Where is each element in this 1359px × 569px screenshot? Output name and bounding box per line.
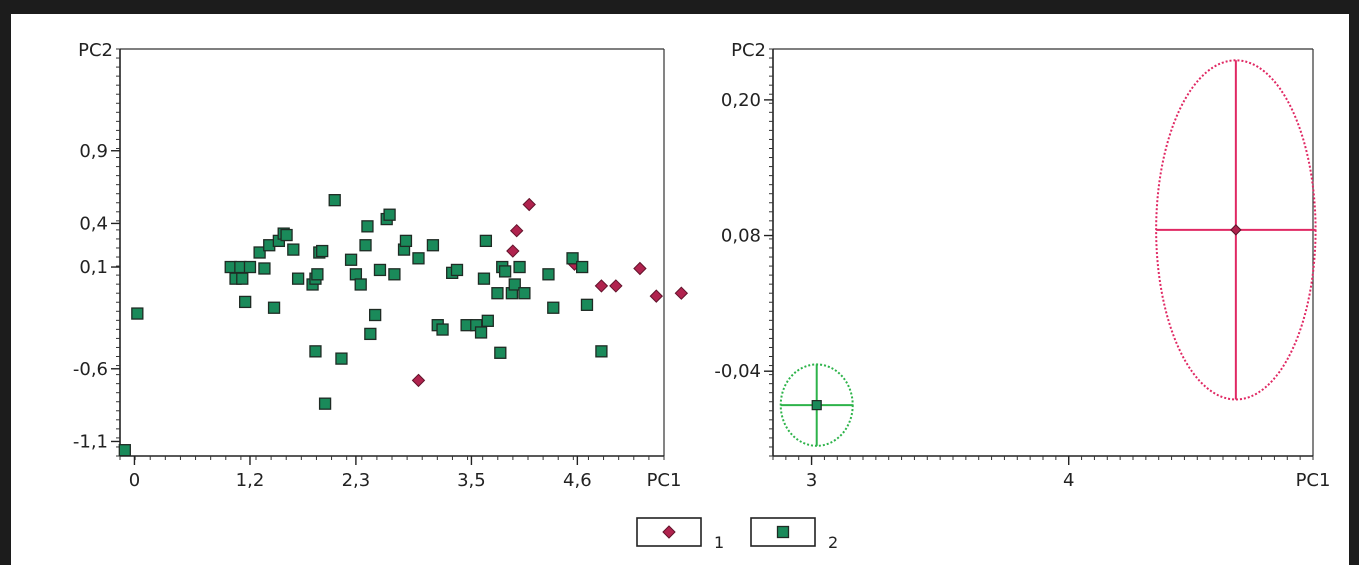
series2-point (316, 244, 329, 258)
series2-point (253, 246, 266, 259)
series2-point (450, 263, 464, 277)
series1-point (594, 279, 609, 293)
series2-point (243, 260, 257, 274)
y-tick-label: -0,04 (714, 361, 761, 382)
series2-point (576, 260, 589, 274)
series2-point (280, 228, 293, 242)
series2-point (359, 239, 372, 252)
series2-point (349, 268, 363, 281)
series2-point (311, 268, 324, 281)
series2-point (291, 272, 305, 285)
y-axis-title: PC2 (78, 40, 113, 61)
x-tick-label: 0 (129, 470, 140, 491)
x-tick-label: 2,3 (342, 470, 371, 491)
series1-point (506, 244, 520, 258)
series1-point (633, 261, 647, 276)
x-axis-title: PC1 (1296, 470, 1331, 491)
series2-point (542, 268, 555, 281)
y-tick-label: 0,1 (79, 257, 108, 278)
left-border (0, 0, 11, 565)
series2-point (318, 397, 332, 410)
series2-point (477, 272, 491, 285)
series1-point (411, 373, 426, 388)
y-axis-title: PC2 (731, 40, 766, 61)
x-tick-label: 3 (806, 470, 817, 491)
series1-point (609, 279, 623, 293)
x-tick-label: 1,2 (236, 470, 265, 491)
series2-point (267, 301, 281, 314)
x-tick-label: 4 (1063, 470, 1074, 491)
series1-point (522, 197, 536, 212)
series2-point (491, 287, 504, 300)
series2-point (131, 307, 144, 320)
series2-point (481, 314, 494, 327)
y-tick-label: 0,20 (721, 90, 761, 111)
series2-point (258, 262, 271, 275)
series2-point (388, 268, 401, 281)
series2-point (412, 252, 425, 265)
series2-point (513, 260, 526, 274)
series2-point (426, 239, 440, 252)
series2-point (498, 265, 512, 278)
series2-point (344, 253, 358, 266)
series2-point (518, 287, 531, 300)
series2-point (287, 243, 300, 256)
top-band (0, 0, 1359, 14)
y-tick-label: 0,4 (79, 213, 108, 234)
right-border (1349, 0, 1359, 565)
series2-point (494, 346, 507, 359)
series2-point (479, 234, 493, 248)
x-axis-title: PC1 (647, 470, 682, 491)
left-panel: 0,9 0,4 0,1 -0,6 -1,1 0 1,2 2,3 3,5 4,6 PC2 PC1 (73, 40, 689, 491)
series2-point (580, 298, 594, 311)
y-tick-label: -1,1 (73, 431, 108, 452)
series2-point (118, 444, 131, 457)
series2-point (239, 295, 252, 309)
legend-box-2 (750, 517, 816, 547)
right-panel: 0,20 0,08 -0,04 3 4 PC2 PC1 (714, 40, 1330, 491)
x-tick-label: 4,6 (563, 470, 592, 491)
series2-point (309, 345, 322, 358)
series2-point (547, 301, 560, 314)
series2-point (566, 252, 579, 265)
x-tick-label: 3,5 (457, 470, 486, 491)
series1-point (509, 223, 524, 238)
series2-point (335, 352, 348, 365)
series2-point (383, 208, 396, 221)
legend-marker-1 (662, 525, 676, 539)
series2-point (436, 323, 449, 336)
y-tick-label: -0,6 (73, 359, 108, 380)
series2-point (354, 278, 367, 291)
series2-center (811, 400, 822, 411)
legend-label-1: 1 (714, 533, 724, 552)
series2-point (595, 345, 608, 358)
legend-label-2: 2 (828, 533, 838, 552)
series2-point (399, 234, 413, 248)
series1-point (649, 289, 664, 303)
y-tick-label: 0,9 (79, 141, 108, 162)
series2-point (508, 278, 521, 291)
series2-point (236, 272, 249, 285)
series2-point (474, 326, 488, 339)
series2-point (369, 308, 382, 322)
series1-point (674, 286, 689, 300)
series2-point (361, 220, 374, 233)
y-tick-label: 0,08 (721, 226, 761, 247)
legend-marker-2 (776, 525, 790, 539)
series2-point (364, 327, 377, 341)
series1-center (1230, 224, 1242, 236)
series2-point (328, 194, 341, 207)
series2-point (373, 263, 387, 277)
